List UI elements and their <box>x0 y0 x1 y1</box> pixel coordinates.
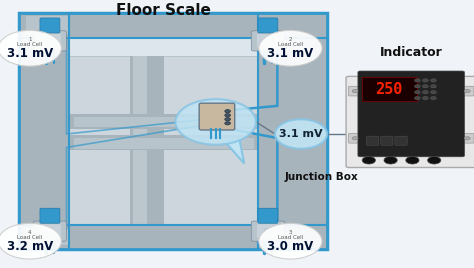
FancyBboxPatch shape <box>358 71 465 157</box>
Circle shape <box>414 79 420 82</box>
Circle shape <box>422 85 428 88</box>
FancyBboxPatch shape <box>362 77 417 101</box>
Circle shape <box>414 85 420 88</box>
Text: Junction Box: Junction Box <box>284 172 358 181</box>
FancyBboxPatch shape <box>258 13 327 249</box>
FancyBboxPatch shape <box>348 86 362 96</box>
Text: Load Cell: Load Cell <box>17 235 42 240</box>
Text: Floor Scale: Floor Scale <box>116 3 211 18</box>
Circle shape <box>422 91 428 94</box>
Circle shape <box>225 118 230 121</box>
Circle shape <box>465 90 470 93</box>
Circle shape <box>362 157 375 164</box>
Text: 2: 2 <box>289 37 292 42</box>
Text: 3.0 mV: 3.0 mV <box>267 240 313 252</box>
Circle shape <box>264 38 272 42</box>
FancyBboxPatch shape <box>40 18 60 33</box>
FancyBboxPatch shape <box>258 208 278 223</box>
Text: Load Cell: Load Cell <box>17 42 42 47</box>
Circle shape <box>430 96 436 100</box>
Circle shape <box>175 99 256 145</box>
FancyBboxPatch shape <box>133 56 147 225</box>
Text: 4: 4 <box>28 230 32 235</box>
Circle shape <box>352 137 358 140</box>
Circle shape <box>422 96 428 100</box>
Circle shape <box>352 90 358 93</box>
Text: 1: 1 <box>28 37 32 42</box>
FancyBboxPatch shape <box>130 56 164 225</box>
FancyBboxPatch shape <box>19 225 327 249</box>
Circle shape <box>406 157 419 164</box>
Circle shape <box>264 228 272 233</box>
Circle shape <box>430 85 436 88</box>
FancyBboxPatch shape <box>366 136 379 145</box>
Text: 250: 250 <box>375 82 403 96</box>
FancyBboxPatch shape <box>381 136 393 145</box>
FancyBboxPatch shape <box>33 31 66 51</box>
Circle shape <box>414 96 420 100</box>
Circle shape <box>430 79 436 82</box>
FancyBboxPatch shape <box>39 34 61 48</box>
Circle shape <box>0 223 62 259</box>
Text: 3: 3 <box>289 230 292 235</box>
FancyBboxPatch shape <box>199 103 235 130</box>
FancyBboxPatch shape <box>19 13 327 249</box>
Text: Indicator: Indicator <box>380 46 443 59</box>
Circle shape <box>225 122 230 125</box>
FancyBboxPatch shape <box>257 224 279 238</box>
FancyBboxPatch shape <box>19 13 327 38</box>
Circle shape <box>428 157 441 164</box>
FancyBboxPatch shape <box>33 221 66 241</box>
Circle shape <box>422 79 428 82</box>
Text: 3.1 mV: 3.1 mV <box>7 47 53 59</box>
FancyBboxPatch shape <box>346 76 474 168</box>
FancyBboxPatch shape <box>39 224 61 238</box>
Text: 3.1 mV: 3.1 mV <box>279 129 323 139</box>
FancyBboxPatch shape <box>258 18 278 33</box>
Text: 3.1 mV: 3.1 mV <box>267 47 313 59</box>
Circle shape <box>46 38 54 42</box>
FancyBboxPatch shape <box>69 135 258 150</box>
FancyBboxPatch shape <box>251 221 284 241</box>
FancyBboxPatch shape <box>257 34 279 48</box>
Circle shape <box>430 91 436 94</box>
FancyBboxPatch shape <box>461 133 474 143</box>
Circle shape <box>414 91 420 94</box>
FancyBboxPatch shape <box>73 138 254 149</box>
Circle shape <box>275 119 327 149</box>
FancyBboxPatch shape <box>69 56 258 225</box>
FancyBboxPatch shape <box>461 86 474 96</box>
FancyBboxPatch shape <box>395 136 407 145</box>
FancyBboxPatch shape <box>26 228 69 245</box>
Circle shape <box>259 30 322 66</box>
FancyBboxPatch shape <box>73 117 254 127</box>
Text: Load Cell: Load Cell <box>278 42 303 47</box>
FancyBboxPatch shape <box>26 16 69 34</box>
Circle shape <box>259 223 322 259</box>
FancyBboxPatch shape <box>69 114 258 129</box>
Circle shape <box>0 30 62 66</box>
Polygon shape <box>225 139 244 163</box>
FancyBboxPatch shape <box>19 13 69 249</box>
Circle shape <box>225 114 230 117</box>
FancyBboxPatch shape <box>40 208 60 223</box>
Circle shape <box>465 137 470 140</box>
Circle shape <box>225 110 230 113</box>
Text: 3.2 mV: 3.2 mV <box>7 240 53 252</box>
Text: Load Cell: Load Cell <box>278 235 303 240</box>
Circle shape <box>46 228 54 233</box>
FancyBboxPatch shape <box>348 133 362 143</box>
FancyBboxPatch shape <box>251 31 284 51</box>
Circle shape <box>384 157 397 164</box>
